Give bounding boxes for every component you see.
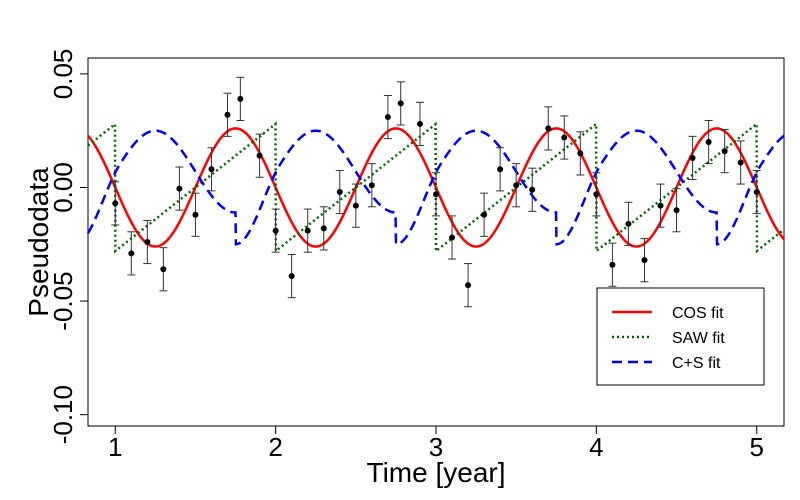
cos-saw-fit-line: [86, 129, 785, 246]
data-point: [384, 114, 391, 121]
data-point: [192, 211, 199, 218]
x-tick-label: 3: [429, 432, 443, 462]
data-point: [545, 125, 552, 132]
data-point: [288, 273, 295, 280]
data-point: [176, 185, 183, 192]
data-point: [513, 182, 520, 189]
data-point: [144, 239, 151, 245]
y-tick-label: 0.05: [48, 49, 78, 100]
y-axis-label: Pseudodata: [23, 167, 54, 317]
data-point: [657, 202, 664, 209]
data-point: [449, 234, 456, 241]
data-point: [689, 154, 696, 161]
y-tick-label: -0.05: [48, 271, 78, 330]
data-point: [753, 189, 760, 196]
y-axis: -0.10 -0.05 0.00 0.05: [48, 49, 88, 444]
data-point: [352, 202, 359, 209]
data-point: [593, 191, 600, 198]
data-point: [208, 166, 215, 173]
data-point: [529, 186, 536, 193]
data-point: [336, 189, 343, 196]
data-point: [609, 261, 616, 268]
legend-label-saw: SAW fit: [672, 330, 725, 347]
data-point: [237, 95, 244, 102]
data-point: [256, 152, 263, 159]
data-point: [465, 282, 472, 289]
data-point: [304, 227, 311, 234]
x-tick-label: 1: [108, 432, 122, 462]
legend-label-cos: COS fit: [672, 305, 724, 322]
data-point: [497, 166, 504, 173]
data-point: [577, 150, 584, 157]
data-point: [721, 148, 728, 155]
data-point: [561, 134, 568, 141]
x-tick-label: 4: [589, 432, 603, 462]
data-point: [416, 120, 423, 127]
x-axis-label: Time [year]: [367, 457, 506, 488]
data-point: [737, 159, 744, 166]
legend-box: [596, 287, 765, 386]
data-point: [433, 191, 439, 198]
data-point: [673, 207, 680, 214]
y-tick-label: -0.10: [48, 385, 78, 444]
data-point: [641, 257, 648, 264]
legend: COS fit SAW fit C+S fit: [596, 287, 765, 386]
x-tick-label: 5: [750, 432, 764, 462]
legend-label-cs: C+S fit: [672, 355, 721, 372]
data-point: [128, 250, 135, 257]
data-point: [224, 111, 231, 118]
x-tick-label: 2: [268, 432, 282, 462]
data-point: [112, 200, 119, 207]
y-tick-label: 0.00: [48, 162, 78, 213]
x-axis: 1 2 3 4 5: [108, 426, 764, 462]
data-point: [272, 227, 279, 234]
data-point: [368, 182, 375, 189]
data-point: [625, 220, 632, 227]
data-point: [481, 211, 488, 218]
data-point: [705, 139, 712, 146]
data-point: [320, 225, 327, 232]
saw-fit-line: [87, 121, 785, 254]
data-point: [397, 100, 404, 107]
data-points: [112, 95, 760, 289]
data-point: [160, 266, 167, 273]
